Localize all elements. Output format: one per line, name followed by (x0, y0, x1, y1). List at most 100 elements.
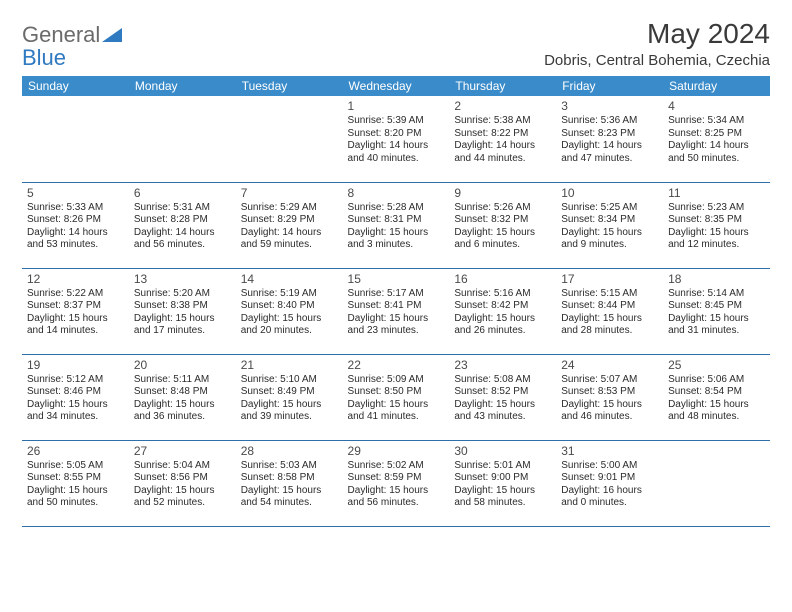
day-number: 9 (454, 186, 551, 201)
sunset-line: Sunset: 8:52 PM (454, 386, 551, 399)
day-number: 18 (668, 272, 765, 287)
week-row: 19Sunrise: 5:12 AMSunset: 8:46 PMDayligh… (22, 354, 770, 440)
sunrise-line: Sunrise: 5:29 AM (241, 202, 338, 215)
day-number: 8 (348, 186, 445, 201)
sunrise-line: Sunrise: 5:03 AM (241, 460, 338, 473)
logo-triangle-icon (102, 26, 122, 47)
sunrise-line: Sunrise: 5:38 AM (454, 115, 551, 128)
day-number: 1 (348, 99, 445, 114)
day-number: 27 (134, 444, 231, 459)
sunset-line: Sunset: 8:38 PM (134, 300, 231, 313)
daylight-line: Daylight: 15 hours and 34 minutes. (27, 399, 124, 424)
daylight-line: Daylight: 15 hours and 31 minutes. (668, 313, 765, 338)
day-cell (129, 96, 236, 182)
sunset-line: Sunset: 8:42 PM (454, 300, 551, 313)
daylight-line: Daylight: 15 hours and 46 minutes. (561, 399, 658, 424)
day-number: 5 (27, 186, 124, 201)
calendar-table: Sunday Monday Tuesday Wednesday Thursday… (22, 76, 770, 527)
day-cell: 12Sunrise: 5:22 AMSunset: 8:37 PMDayligh… (22, 268, 129, 354)
dayhead-thursday: Thursday (449, 76, 556, 96)
day-number: 11 (668, 186, 765, 201)
sunset-line: Sunset: 8:31 PM (348, 214, 445, 227)
daylight-line: Daylight: 15 hours and 36 minutes. (134, 399, 231, 424)
sunrise-line: Sunrise: 5:08 AM (454, 374, 551, 387)
sunset-line: Sunset: 8:29 PM (241, 214, 338, 227)
sunset-line: Sunset: 8:34 PM (561, 214, 658, 227)
sunrise-line: Sunrise: 5:05 AM (27, 460, 124, 473)
daylight-line: Daylight: 15 hours and 48 minutes. (668, 399, 765, 424)
sunrise-line: Sunrise: 5:17 AM (348, 288, 445, 301)
day-number: 23 (454, 358, 551, 373)
day-cell: 10Sunrise: 5:25 AMSunset: 8:34 PMDayligh… (556, 182, 663, 268)
day-number: 22 (348, 358, 445, 373)
sunrise-line: Sunrise: 5:20 AM (134, 288, 231, 301)
daylight-line: Daylight: 14 hours and 44 minutes. (454, 140, 551, 165)
day-cell: 4Sunrise: 5:34 AMSunset: 8:25 PMDaylight… (663, 96, 770, 182)
sunset-line: Sunset: 8:56 PM (134, 472, 231, 485)
day-header-row: Sunday Monday Tuesday Wednesday Thursday… (22, 76, 770, 96)
daylight-line: Daylight: 14 hours and 50 minutes. (668, 140, 765, 165)
day-number: 28 (241, 444, 338, 459)
daylight-line: Daylight: 15 hours and 17 minutes. (134, 313, 231, 338)
sunset-line: Sunset: 8:37 PM (27, 300, 124, 313)
daylight-line: Daylight: 15 hours and 26 minutes. (454, 313, 551, 338)
dayhead-tuesday: Tuesday (236, 76, 343, 96)
sunset-line: Sunset: 8:53 PM (561, 386, 658, 399)
day-cell: 28Sunrise: 5:03 AMSunset: 8:58 PMDayligh… (236, 440, 343, 526)
sunset-line: Sunset: 8:50 PM (348, 386, 445, 399)
sunrise-line: Sunrise: 5:23 AM (668, 202, 765, 215)
day-cell: 30Sunrise: 5:01 AMSunset: 9:00 PMDayligh… (449, 440, 556, 526)
daylight-line: Daylight: 15 hours and 6 minutes. (454, 227, 551, 252)
day-cell: 3Sunrise: 5:36 AMSunset: 8:23 PMDaylight… (556, 96, 663, 182)
day-number: 24 (561, 358, 658, 373)
sunset-line: Sunset: 8:20 PM (348, 128, 445, 141)
daylight-line: Daylight: 15 hours and 58 minutes. (454, 485, 551, 510)
sunrise-line: Sunrise: 5:10 AM (241, 374, 338, 387)
sunrise-line: Sunrise: 5:14 AM (668, 288, 765, 301)
location: Dobris, Central Bohemia, Czechia (544, 52, 770, 69)
day-cell: 24Sunrise: 5:07 AMSunset: 8:53 PMDayligh… (556, 354, 663, 440)
sunset-line: Sunset: 8:58 PM (241, 472, 338, 485)
dayhead-monday: Monday (129, 76, 236, 96)
day-cell (663, 440, 770, 526)
day-cell: 20Sunrise: 5:11 AMSunset: 8:48 PMDayligh… (129, 354, 236, 440)
day-cell: 9Sunrise: 5:26 AMSunset: 8:32 PMDaylight… (449, 182, 556, 268)
daylight-line: Daylight: 15 hours and 3 minutes. (348, 227, 445, 252)
sunrise-line: Sunrise: 5:07 AM (561, 374, 658, 387)
sunrise-line: Sunrise: 5:19 AM (241, 288, 338, 301)
day-cell: 18Sunrise: 5:14 AMSunset: 8:45 PMDayligh… (663, 268, 770, 354)
sunrise-line: Sunrise: 5:39 AM (348, 115, 445, 128)
brand-part1: General (22, 22, 100, 47)
daylight-line: Daylight: 15 hours and 20 minutes. (241, 313, 338, 338)
daylight-line: Daylight: 15 hours and 43 minutes. (454, 399, 551, 424)
sunrise-line: Sunrise: 5:00 AM (561, 460, 658, 473)
brand-logo: General Blue (22, 18, 122, 70)
title-block: May 2024 Dobris, Central Bohemia, Czechi… (544, 18, 770, 69)
sunset-line: Sunset: 9:00 PM (454, 472, 551, 485)
sunrise-line: Sunrise: 5:01 AM (454, 460, 551, 473)
day-number: 12 (27, 272, 124, 287)
day-cell: 31Sunrise: 5:00 AMSunset: 9:01 PMDayligh… (556, 440, 663, 526)
day-cell: 14Sunrise: 5:19 AMSunset: 8:40 PMDayligh… (236, 268, 343, 354)
daylight-line: Daylight: 16 hours and 0 minutes. (561, 485, 658, 510)
month-title: May 2024 (544, 18, 770, 50)
day-number: 31 (561, 444, 658, 459)
sunrise-line: Sunrise: 5:12 AM (27, 374, 124, 387)
day-number: 15 (348, 272, 445, 287)
day-number: 16 (454, 272, 551, 287)
day-cell: 22Sunrise: 5:09 AMSunset: 8:50 PMDayligh… (343, 354, 450, 440)
sunset-line: Sunset: 8:40 PM (241, 300, 338, 313)
day-cell: 6Sunrise: 5:31 AMSunset: 8:28 PMDaylight… (129, 182, 236, 268)
day-number: 6 (134, 186, 231, 201)
day-number: 21 (241, 358, 338, 373)
day-number: 13 (134, 272, 231, 287)
day-number: 7 (241, 186, 338, 201)
daylight-line: Daylight: 15 hours and 23 minutes. (348, 313, 445, 338)
day-number: 3 (561, 99, 658, 114)
brand-part2: Blue (22, 45, 66, 70)
daylight-line: Daylight: 14 hours and 56 minutes. (134, 227, 231, 252)
day-cell: 21Sunrise: 5:10 AMSunset: 8:49 PMDayligh… (236, 354, 343, 440)
daylight-line: Daylight: 15 hours and 39 minutes. (241, 399, 338, 424)
day-cell: 7Sunrise: 5:29 AMSunset: 8:29 PMDaylight… (236, 182, 343, 268)
sunrise-line: Sunrise: 5:06 AM (668, 374, 765, 387)
